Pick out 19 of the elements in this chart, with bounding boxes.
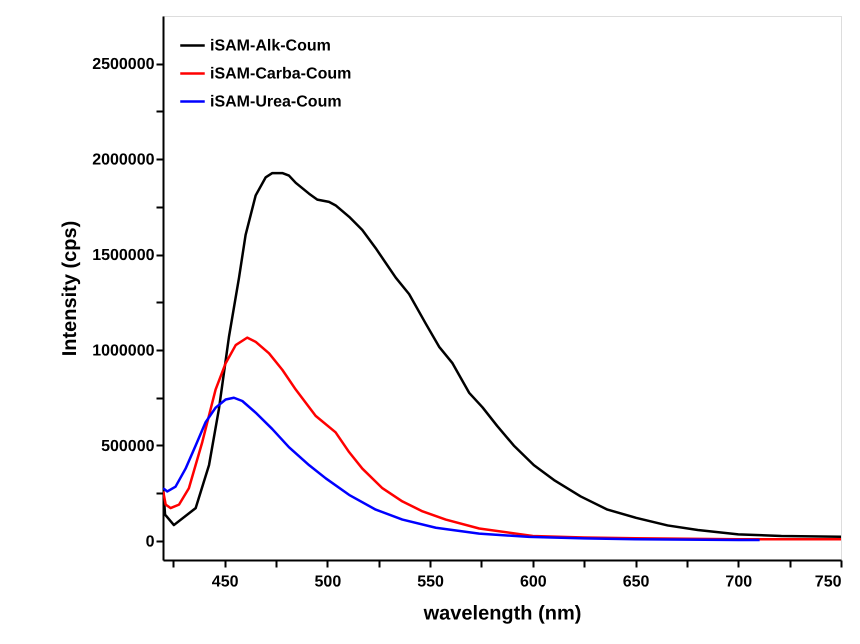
- y-tick-label: 1000000: [92, 342, 155, 360]
- x-tick-label: 600: [520, 574, 547, 590]
- line-series: [163, 396, 761, 542]
- legend-label: iSAM-Urea-Coum: [210, 94, 342, 110]
- y-axis-title: Intensity (cps): [59, 220, 82, 356]
- y-tick-label: 1500000: [92, 247, 155, 264]
- x-tick-label: 650: [622, 574, 650, 590]
- y-tick-label: 0: [146, 533, 155, 550]
- y-tick-label: 2000000: [92, 152, 155, 169]
- x-tick-label: 500: [314, 574, 342, 590]
- x-tick-label: 750: [814, 574, 842, 590]
- legend-label: iSAM-Carba-Coum: [210, 66, 352, 82]
- y-tick-label: 500000: [101, 438, 155, 455]
- x-tick-label: 450: [212, 574, 239, 590]
- y-tick-label: 2500000: [92, 56, 155, 74]
- x-tick-label: 550: [417, 574, 444, 590]
- legend-label: iSAM-Alk-Coum: [210, 38, 331, 54]
- x-tick-label: 700: [725, 574, 752, 590]
- x-axis-title: wavelength (nm): [422, 602, 582, 624]
